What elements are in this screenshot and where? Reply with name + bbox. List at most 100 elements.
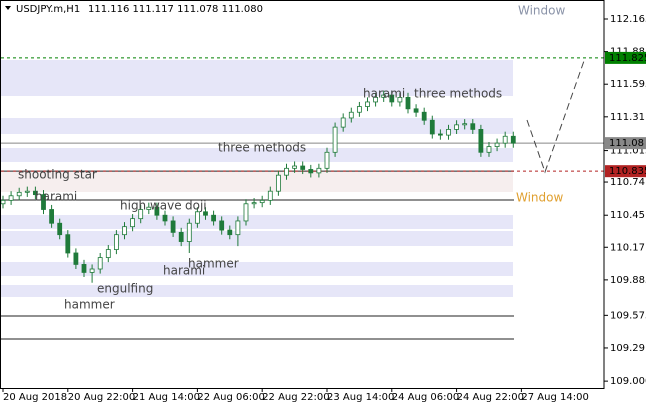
- y-tick-label: 109.885: [610, 275, 646, 286]
- candle-body: [413, 108, 419, 113]
- candle-body: [373, 96, 378, 103]
- y-tick-label: 109.29: [610, 343, 645, 354]
- candle-body: [454, 124, 459, 130]
- candle-body: [405, 96, 411, 110]
- price-label: 111.825: [609, 53, 646, 64]
- pattern-annotation: shooting star: [18, 168, 97, 182]
- candle-body: [340, 117, 346, 128]
- candle-body: [203, 211, 208, 216]
- zone-band: [1, 60, 513, 96]
- pattern-annotation: doji: [185, 199, 207, 213]
- ohlc: 111.116 111.117 111.078 111.080: [88, 4, 263, 15]
- zone-band: [1, 262, 513, 276]
- candle-body: [251, 202, 257, 205]
- y-tick-label: 109.575: [610, 310, 646, 321]
- price-label: 111.08: [609, 138, 644, 149]
- candle-body: [122, 226, 127, 236]
- zone-band: [1, 172, 513, 192]
- candle-body: [178, 231, 184, 242]
- x-tick-label: 24 Aug 22:00: [457, 392, 524, 403]
- candle-body: [211, 214, 216, 222]
- pattern-annotation: hammer: [64, 298, 115, 312]
- pattern-annotation: Window: [518, 4, 566, 18]
- candle-body: [275, 174, 281, 192]
- candle-body: [292, 165, 297, 169]
- pattern-annotation: engulfing: [97, 282, 153, 296]
- pattern-annotation: harami: [35, 190, 77, 204]
- x-tick-label: 23 Aug 14:00: [327, 392, 394, 403]
- candle-body: [146, 206, 152, 210]
- symbol: USDJPY.m,H1: [16, 4, 80, 15]
- y-tick-label: 112.165: [610, 14, 646, 25]
- y-tick-label: 111.31: [610, 112, 645, 123]
- candle-body: [494, 142, 500, 147]
- pattern-annotation: high wave: [120, 199, 182, 213]
- candle-body: [154, 206, 160, 216]
- candle-body: [8, 195, 14, 201]
- candle-body: [332, 126, 338, 153]
- candle-body: [259, 199, 265, 204]
- plot-frame: [0, 0, 605, 389]
- plot-area: [0, 57, 604, 340]
- candle-body: [267, 190, 273, 201]
- y-tick-label: 111.015: [610, 146, 646, 157]
- price-label-box: [605, 165, 646, 178]
- candle-body: [470, 123, 476, 130]
- x-tick-label: 22 Aug 06:00: [197, 392, 264, 403]
- candle-body: [348, 111, 354, 119]
- candle-body: [243, 203, 249, 222]
- pattern-annotation: three methods: [414, 87, 502, 101]
- candle-body: [308, 169, 314, 174]
- candle-body: [227, 229, 233, 236]
- candle-body: [284, 167, 289, 176]
- candle-body: [0, 199, 6, 205]
- y-tick-label: 111.595: [610, 79, 646, 90]
- x-tick-label: 24 Aug 06:00: [392, 392, 459, 403]
- price-label-box: [605, 137, 646, 150]
- candle-body: [437, 133, 443, 136]
- price-label-box: [605, 51, 646, 64]
- candle-body: [130, 218, 135, 228]
- zone-band: [1, 148, 513, 162]
- candle-body: [41, 194, 46, 210]
- x-tick-label: 27 Aug 14:00: [521, 392, 588, 403]
- zone-band: [1, 285, 513, 297]
- candle-body: [502, 135, 508, 144]
- candle-body: [186, 222, 192, 242]
- candle-body: [97, 257, 103, 270]
- candle-body: [32, 190, 38, 196]
- pattern-annotation: harami: [163, 264, 205, 278]
- candle-body: [57, 222, 63, 236]
- y-tick-label: 110.45: [610, 210, 645, 221]
- candle-body: [24, 190, 30, 193]
- candle-body: [446, 129, 451, 136]
- zone-bands: [1, 60, 513, 297]
- candle-body: [162, 214, 168, 222]
- x-tick-label: 21 Aug 14:00: [133, 392, 200, 403]
- candle-body: [429, 119, 435, 135]
- candle-body: [194, 211, 200, 224]
- zone-band: [1, 231, 513, 246]
- candle-body: [462, 123, 468, 126]
- candle-body: [170, 220, 176, 233]
- candle-body: [324, 151, 330, 169]
- pattern-annotation: hammer: [188, 257, 239, 271]
- zone-band: [1, 215, 513, 229]
- candle-body: [138, 209, 144, 220]
- candle-body: [81, 264, 87, 273]
- candle-body: [73, 252, 79, 265]
- header-icon: [5, 6, 11, 10]
- candle-body: [389, 94, 395, 103]
- pattern-annotation: Window: [516, 191, 564, 205]
- x-tick-label: 20 Aug 22:00: [68, 392, 135, 403]
- candle-body: [397, 96, 403, 103]
- x-tick-label: 22 Aug 22:00: [262, 392, 329, 403]
- candle-body: [510, 135, 516, 144]
- candle-body: [113, 234, 119, 250]
- candle-body: [235, 220, 241, 236]
- pattern-annotation: three methods: [218, 141, 306, 155]
- candle-body: [16, 191, 22, 197]
- candle-body: [356, 106, 362, 113]
- x-tick-label: 20 Aug 2018: [3, 392, 67, 403]
